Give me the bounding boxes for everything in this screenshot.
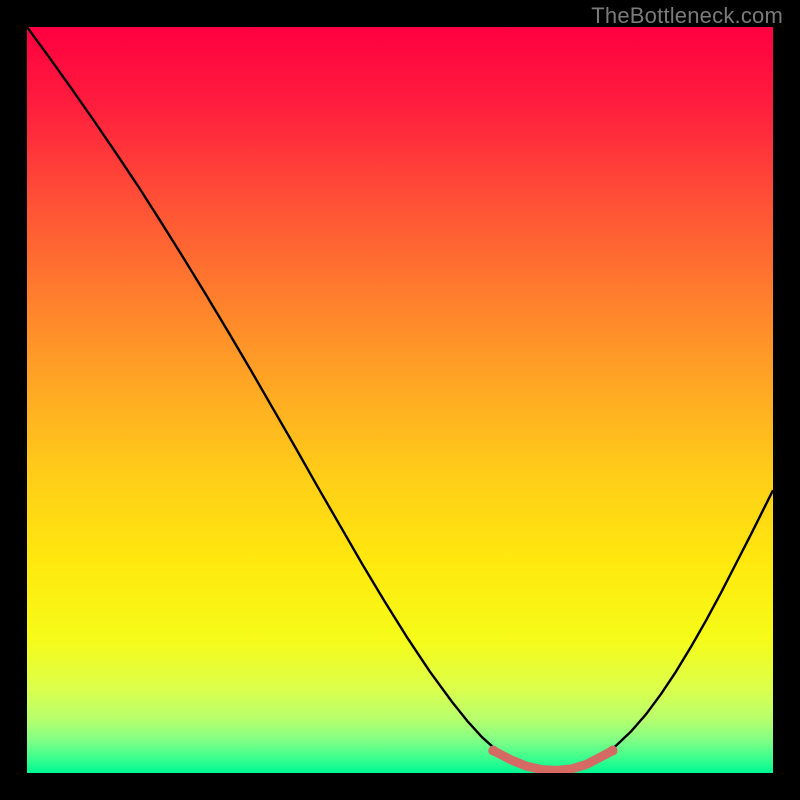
- plot-area: [27, 27, 773, 773]
- chart-stage: TheBottleneck.com: [0, 0, 800, 800]
- chart-svg: [27, 27, 773, 773]
- watermark-text: TheBottleneck.com: [591, 3, 783, 29]
- highlight-endpoint-left: [488, 746, 498, 756]
- gradient-background: [27, 27, 773, 773]
- highlight-endpoint-right: [608, 746, 618, 756]
